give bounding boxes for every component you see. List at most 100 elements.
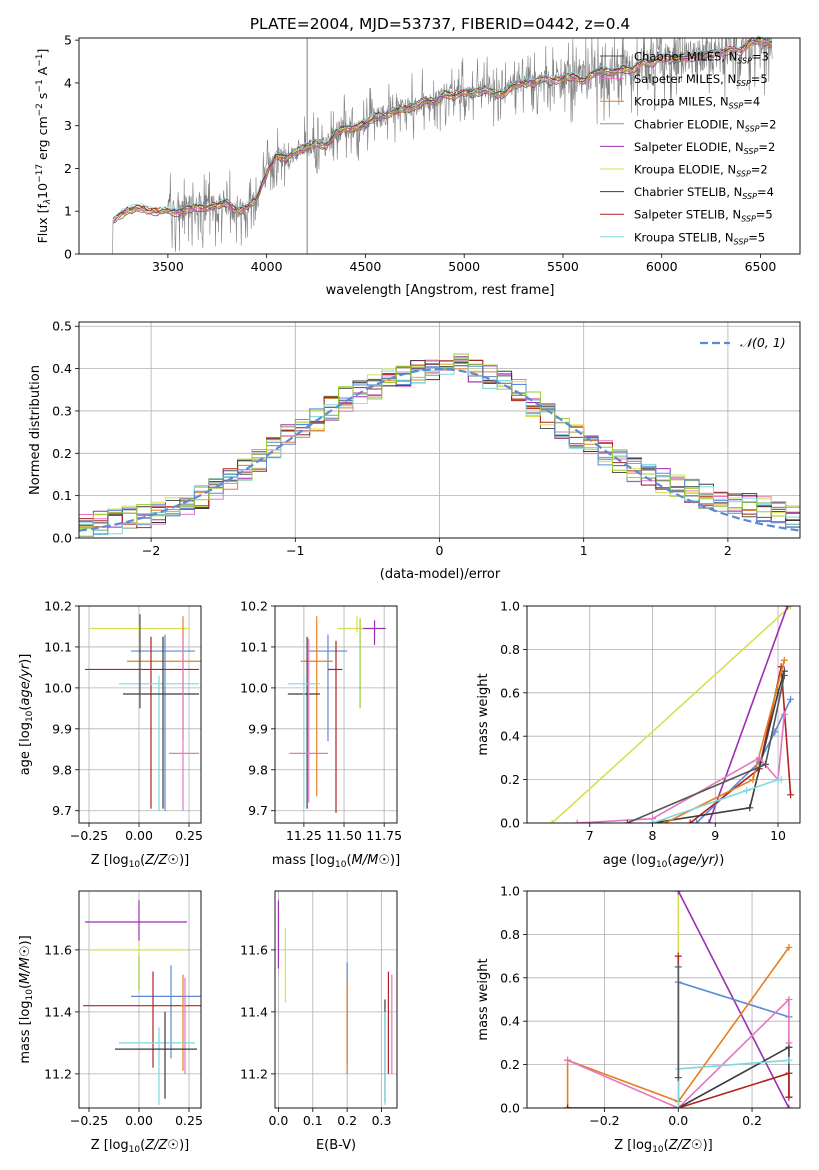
axes-frame xyxy=(274,890,398,1109)
x-axis-label: age (log10(age/yr)) xyxy=(603,853,725,870)
point-marker xyxy=(674,952,682,960)
spectrum-legend: Chabrier MILES, NSSP=3 Salpeter MILES, NS… xyxy=(600,50,776,246)
y-tick-label: 10.1 xyxy=(44,639,72,654)
x-tick-label: 0.2 xyxy=(742,1113,762,1128)
series-line xyxy=(652,670,786,823)
y-tick-label: 9.8 xyxy=(248,762,268,777)
y-axis-label: Flux [fλ10−17 erg cm−2 s−1 A−1] xyxy=(35,49,53,244)
y-tick-label: 0.0 xyxy=(500,816,520,831)
x-tick-label: 0.3 xyxy=(372,1113,392,1128)
legend-entry: Kroupa STELIB, NSSP=5 xyxy=(634,230,765,246)
point-marker xyxy=(785,1104,793,1108)
axes-frame xyxy=(78,37,801,255)
point-marker xyxy=(787,791,795,799)
y-tick-label: 10.0 xyxy=(44,680,72,695)
y-tick-label: 9.8 xyxy=(52,762,72,777)
y-tick-label: 0.0 xyxy=(52,531,72,546)
point-marker xyxy=(674,1074,682,1082)
mass_vs_EBV-axes: 0.0 0.1 0.2 0.3 11.2 11.4 11.6 xyxy=(240,891,397,1128)
point-marker xyxy=(785,1043,793,1051)
point-marker xyxy=(548,819,556,823)
series-line xyxy=(566,946,790,1108)
model-fit-line xyxy=(112,36,773,218)
y-axis-label: mass [log10(M/M☉)] xyxy=(18,935,35,1063)
x-tick-label: 0.25 xyxy=(175,1113,203,1128)
point-marker xyxy=(780,711,788,718)
x-tick-label: 0.2 xyxy=(337,1113,357,1128)
y-tick-label: 0.8 xyxy=(500,642,520,657)
series-line xyxy=(708,606,789,823)
y-tick-label: 0.2 xyxy=(52,446,72,461)
point-marker xyxy=(674,1104,682,1108)
y-tick-label: 11.6 xyxy=(44,942,72,957)
x-axis-label: mass [log10(M/M☉)] xyxy=(272,853,400,870)
y-tick-label: 1.0 xyxy=(500,884,520,899)
point-marker xyxy=(692,819,700,823)
y-tick-label: 0.1 xyxy=(52,488,72,503)
y-tick-label: 0.5 xyxy=(52,319,72,334)
y-tick-label: 0.6 xyxy=(500,970,520,985)
y-tick-label: 1.0 xyxy=(500,599,520,614)
legend-entry: Salpeter MILES, NSSP=5 xyxy=(634,72,768,88)
point-marker xyxy=(705,819,713,823)
y-tick-label: 9.7 xyxy=(248,803,268,818)
point-marker xyxy=(787,606,795,610)
x-axis-label: wavelength [Angstrom, rest frame] xyxy=(326,283,555,298)
x-tick-label: −0.25 xyxy=(70,828,108,843)
spectrum-axes: 3500 4000 4500 5000 5500 6000 6500 0 1 2 3 4 5 xyxy=(64,33,776,274)
legend-entry: Chabrier STELIB, NSSP=4 xyxy=(634,185,774,201)
legend-entry: Salpeter ELODIE, NSSP=2 xyxy=(634,140,775,156)
y-tick-label: 0.6 xyxy=(500,685,520,700)
y-tick-label: 9.7 xyxy=(52,803,72,818)
x-tick-label: 8 xyxy=(649,828,657,843)
point-marker xyxy=(785,1056,793,1064)
series-line xyxy=(567,997,790,1108)
point-marker xyxy=(686,819,694,823)
legend-entry: Chabrier MILES, NSSP=3 xyxy=(634,50,769,66)
y-tick-label: 10.1 xyxy=(240,639,268,654)
y-tick-label: 11.2 xyxy=(240,1066,268,1081)
y-tick-label: 10.0 xyxy=(240,680,268,695)
point-marker xyxy=(749,776,757,784)
histogram-step-line xyxy=(79,353,800,529)
y-tick-label: 11.2 xyxy=(44,1066,72,1081)
y-tick-label: 11.6 xyxy=(240,942,268,957)
y-tick-label: 0.4 xyxy=(500,1014,520,1029)
y-axis-label: Normed distribution xyxy=(28,365,43,495)
legend-entry: Kroupa ELODIE, NSSP=2 xyxy=(634,163,768,179)
histogram-series xyxy=(78,353,801,537)
series-line xyxy=(689,666,792,823)
histogram-step-line xyxy=(79,361,800,535)
age_vs_Z-axes: −0.25 0.00 0.25 9.7 9.8 9.9 10.0 10.1 10.2 xyxy=(44,599,203,844)
x-axis-label: Z [log10(Z/Z☉)] xyxy=(91,853,189,870)
axes-frame xyxy=(526,605,801,824)
y-tick-label: 0.2 xyxy=(500,1057,520,1072)
x-tick-label: 5000 xyxy=(448,259,480,274)
x-axis-label: Z [log10(Z/Z☉)] xyxy=(91,1138,189,1155)
x-tick-label: 11.50 xyxy=(326,828,362,843)
y-tick-label: 0 xyxy=(64,247,72,262)
figure-title: PLATE=2004, MJD=53737, FIBERID=0442, z=0… xyxy=(250,15,631,33)
axes-frame xyxy=(78,890,202,1109)
point-marker xyxy=(649,819,657,823)
x-tick-label: 4500 xyxy=(350,259,382,274)
x-tick-label: 4000 xyxy=(251,259,283,274)
x-tick-label: −2 xyxy=(142,543,160,558)
spectrum-series xyxy=(112,35,773,255)
y-axis-label: age [log10(age/yr)] xyxy=(18,654,35,776)
y-tick-label: 5 xyxy=(64,33,72,48)
legend-entry: 𝒩(0, 1) xyxy=(740,335,786,350)
point-marker xyxy=(783,606,791,610)
y-tick-label: 0.8 xyxy=(500,927,520,942)
point-marker xyxy=(780,656,788,664)
point-marker xyxy=(755,754,763,762)
point-marker xyxy=(573,819,581,823)
point-marker xyxy=(564,1056,572,1064)
model-fit-line xyxy=(112,35,773,218)
y-tick-label: 10.2 xyxy=(240,599,268,614)
x-tick-label: −0.2 xyxy=(589,1113,619,1128)
x-tick-label: −1 xyxy=(286,543,304,558)
point-marker xyxy=(674,891,682,895)
axes-frame xyxy=(274,605,398,824)
